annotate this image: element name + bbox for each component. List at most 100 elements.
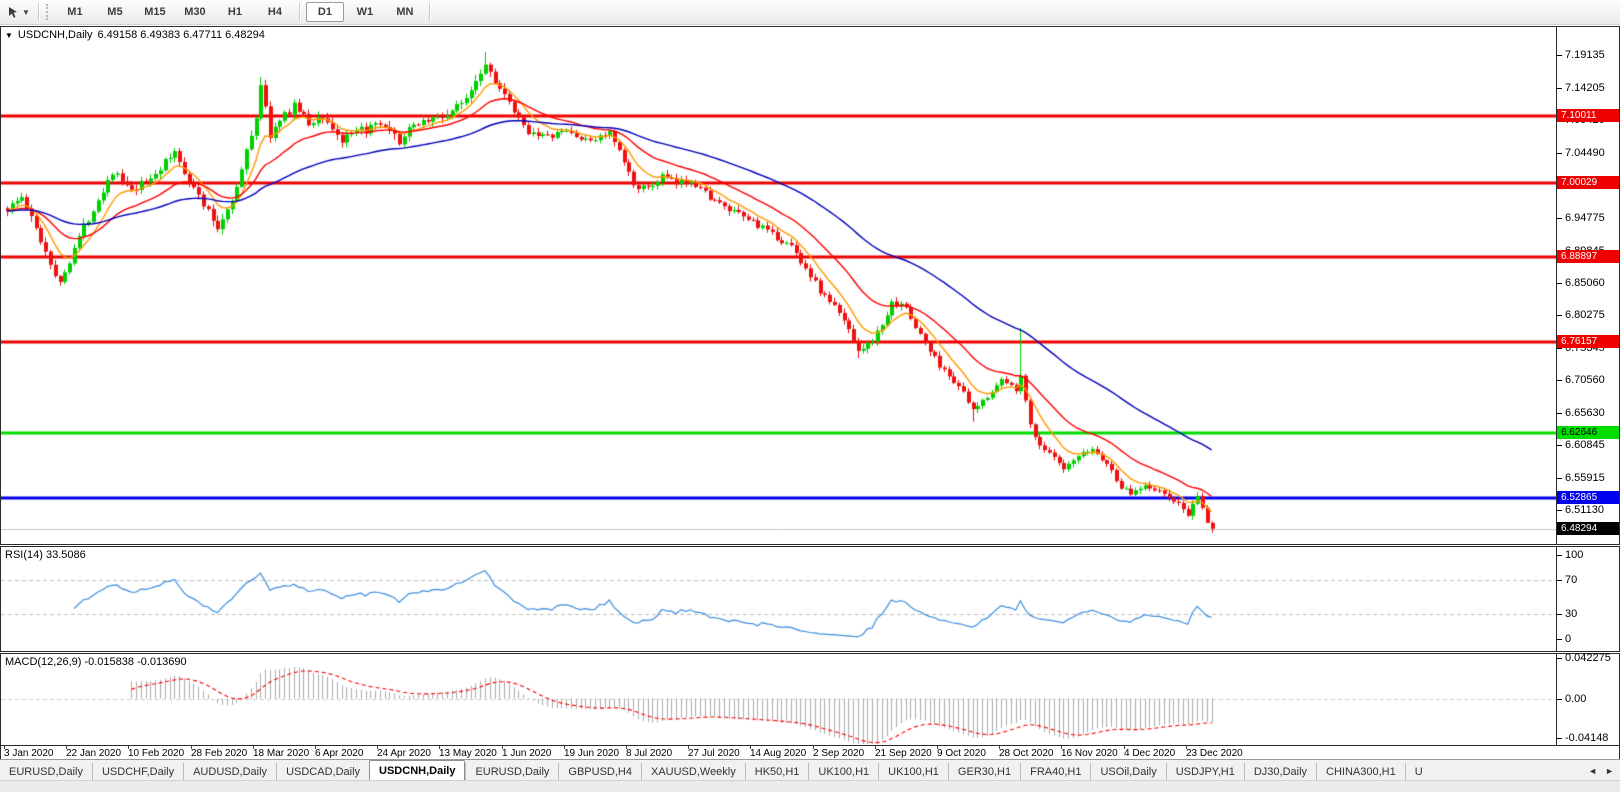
chart-tab-ger30-h1[interactable]: GER30,H1 — [947, 763, 1020, 781]
rsi-tick-label: 100 — [1565, 549, 1584, 561]
date-tick — [999, 746, 1000, 749]
macd-tick — [1557, 699, 1562, 700]
toolbar-separator — [37, 3, 40, 21]
date-tick — [377, 746, 378, 749]
dropdown-caret-icon[interactable]: ▼ — [22, 7, 30, 17]
date-label: 18 Mar 2020 — [253, 748, 310, 759]
date-tick — [626, 746, 627, 749]
date-label: 28 Feb 2020 — [191, 748, 248, 759]
chart-tab-usdcad-daily[interactable]: USDCAD,Daily — [276, 763, 369, 781]
chart-tab-hk50-h1[interactable]: HK50,H1 — [744, 763, 809, 781]
timeframe-button-m15[interactable]: M15 — [144, 6, 166, 18]
macd-tick — [1557, 738, 1562, 739]
rsi-plot[interactable] — [1, 547, 1556, 649]
date-label: 22 Jan 2020 — [66, 748, 122, 759]
timeframe-button-m5[interactable]: M5 — [107, 6, 123, 18]
timeframe-button-d1[interactable]: D1 — [305, 2, 344, 22]
chart-tab-gbpusd-h4[interactable]: GBPUSD,H4 — [558, 763, 641, 781]
date-label: 21 Sep 2020 — [875, 748, 932, 759]
price-tick — [1557, 153, 1562, 154]
chart-tab-uk100-h1[interactable]: UK100,H1 — [878, 763, 948, 781]
price-tick-label: 6.65630 — [1565, 407, 1605, 419]
rsi-tick — [1557, 555, 1562, 556]
macd-plot[interactable] — [1, 654, 1556, 744]
timeframe-button-w1[interactable]: W1 — [356, 6, 374, 18]
date-tick — [191, 746, 192, 749]
chart-tab-eurusd-daily[interactable]: EURUSD,Daily — [9, 766, 83, 778]
price-tick — [1557, 55, 1562, 56]
date-label: 27 Jul 2020 — [688, 748, 740, 759]
chart-tab-usoil-daily[interactable]: USOil,Daily — [1090, 763, 1165, 781]
date-tick — [315, 746, 316, 749]
toolbar-separator — [298, 3, 301, 21]
date-tick — [128, 746, 129, 749]
timeframe-button-m1[interactable]: M1 — [67, 6, 83, 18]
price-axis[interactable]: 7.191357.142057.094207.044906.995606.947… — [1556, 27, 1619, 544]
chart-tab-bar: EURUSD,Daily USDCHF,Daily AUDUSD,Daily USDC… — [0, 759, 1620, 781]
price-tag: 6.76157 — [1557, 335, 1619, 348]
date-tick — [564, 746, 565, 749]
toolbar-separator — [428, 3, 431, 21]
macd-tick-label: 0.00 — [1565, 693, 1587, 705]
tab-scroll-right-icon[interactable]: ► — [1605, 765, 1614, 776]
price-tick — [1557, 445, 1562, 446]
main-chart-pane: 7.191357.142057.094207.044906.995606.947… — [0, 26, 1620, 545]
date-tick — [813, 746, 814, 749]
chart-tab-usdchf-daily[interactable]: USDCHF,Daily — [91, 763, 183, 781]
tab-scroll-buttons: ◄ ► — [1582, 761, 1620, 780]
chart-tab-dj30-daily[interactable]: DJ30,Daily — [1243, 763, 1316, 781]
chart-tab-usdcnh-daily[interactable]: USDCNH,Daily — [369, 760, 466, 781]
date-tick — [750, 746, 751, 749]
date-label: 2 Sep 2020 — [813, 748, 865, 759]
macd-axis[interactable]: 0.042275 0.00 -0.04148 — [1556, 652, 1619, 746]
date-label: 16 Nov 2020 — [1061, 748, 1118, 759]
chart-tab-usdjpy-h1[interactable]: USDJPY,H1 — [1165, 763, 1244, 781]
rsi-axis[interactable]: 100 70 30 0 — [1556, 547, 1619, 651]
price-tag: 6.88897 — [1557, 250, 1619, 263]
pointer-tool-button[interactable]: ▼ — [3, 2, 34, 22]
candlestick-chart[interactable] — [1, 27, 1556, 542]
price-tick-label: 6.51130 — [1565, 504, 1604, 516]
price-tag: 6.52865 — [1557, 491, 1619, 504]
collapse-triangle-icon[interactable]: ▼ — [5, 30, 13, 40]
chart-tab-fra40-h1[interactable]: FRA40,H1 — [1020, 763, 1090, 781]
date-tick — [1124, 746, 1125, 749]
price-tick-label: 6.60845 — [1565, 439, 1605, 451]
timeframe-button-h1[interactable]: H1 — [227, 6, 242, 18]
chart-tab-xauusd-weekly[interactable]: XAUUSD,Weekly — [640, 763, 745, 781]
price-tick — [1557, 380, 1562, 381]
pointer-tool-icon — [9, 6, 17, 18]
chart-tab-u[interactable]: U — [1404, 763, 1432, 781]
timeframe-button-mn[interactable]: MN — [396, 6, 414, 18]
date-label: 14 Aug 2020 — [750, 748, 807, 759]
timeframe-button-m30[interactable]: M30 — [184, 6, 206, 18]
price-tag: 7.10011 — [1557, 109, 1619, 122]
toolbar-grip[interactable] — [45, 4, 51, 20]
timeframe-toolbar: ▼ M1 M5 M15 M30 H1 H4 D1 W1 MN — [0, 0, 1620, 25]
price-tick — [1557, 348, 1562, 349]
price-tag: 7.00029 — [1557, 176, 1619, 189]
chart-window: 7.191357.142057.094207.044906.995606.947… — [0, 26, 1620, 760]
date-tick — [439, 746, 440, 749]
price-tag: 6.48294 — [1557, 522, 1619, 535]
timeframe-button-h4[interactable]: H4 — [267, 6, 282, 18]
date-label: 4 Dec 2020 — [1124, 748, 1176, 759]
price-tick — [1557, 218, 1562, 219]
tab-scroll-left-icon[interactable]: ◄ — [1588, 765, 1598, 776]
chart-tab-audusd-daily[interactable]: AUDUSD,Daily — [183, 763, 276, 781]
price-tick-label: 6.70560 — [1565, 374, 1605, 386]
macd-tick-label: 0.042275 — [1565, 652, 1611, 664]
date-tick — [4, 746, 5, 749]
chart-tab-uk100-h1[interactable]: UK100,H1 — [808, 763, 878, 781]
price-tick — [1557, 315, 1562, 316]
date-axis[interactable]: 3 Jan 2020 22 Jan 2020 10 Feb 2020 28 Feb 2… — [0, 745, 1620, 760]
rsi-tick-label: 0 — [1565, 633, 1572, 645]
rsi-tick — [1557, 614, 1562, 615]
chart-tab-eurusd-daily[interactable]: EURUSD,Daily — [465, 763, 558, 781]
chart-tab-china300-h1[interactable]: CHINA300,H1 — [1316, 763, 1405, 781]
date-label: 24 Apr 2020 — [377, 748, 431, 759]
date-label: 13 May 2020 — [439, 748, 497, 759]
date-tick — [253, 746, 254, 749]
price-tick — [1557, 413, 1562, 414]
